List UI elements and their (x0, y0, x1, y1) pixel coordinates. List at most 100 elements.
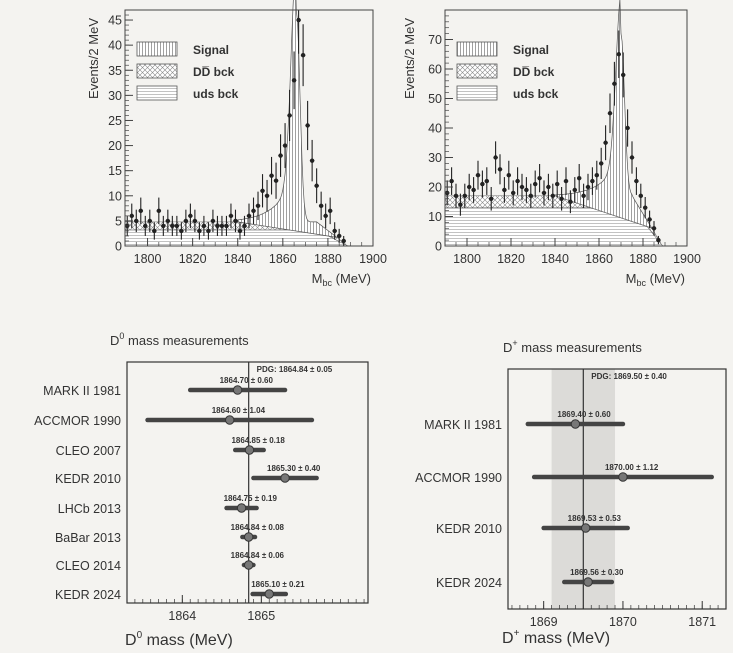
data-point (260, 188, 265, 193)
data-point (471, 187, 476, 193)
measurement-point (244, 445, 255, 455)
data-point (590, 178, 595, 184)
data-point (511, 190, 516, 196)
x-tick-label: 1865 (247, 609, 275, 623)
experiment-label: CLEO 2007 (56, 444, 121, 458)
data-point (188, 213, 193, 219)
experiment-label: MARK II 1981 (424, 418, 502, 432)
data-point (475, 173, 481, 178)
x-tick-label: 1870 (609, 615, 637, 629)
data-point (603, 140, 608, 145)
experiment-label: LHCb 2013 (58, 502, 121, 516)
x-tick-label: 1880 (314, 252, 342, 266)
measurement-value-label: 1865.30 ± 0.40 (267, 464, 321, 473)
legend-label: uds bck (513, 87, 559, 101)
data-point (581, 193, 586, 199)
x-axis-label-d: D (125, 632, 137, 649)
data-point (546, 184, 551, 190)
data-point (219, 223, 225, 229)
data-point (278, 153, 283, 158)
data-point (228, 213, 234, 219)
signal-area (237, 0, 339, 238)
measurement-point (243, 532, 254, 542)
data-point (233, 218, 238, 224)
data-point (568, 199, 573, 204)
y-tick-label: 35 (108, 64, 122, 78)
pdg-label: PDG: 1864.84 ± 0.05 (257, 365, 333, 374)
y-tick-label: 70 (428, 33, 442, 47)
data-point (242, 223, 247, 229)
data-point (237, 228, 243, 234)
y-tick-label: 5 (115, 214, 122, 228)
data-point (612, 81, 617, 86)
experiment-label: KEDR 2024 (436, 576, 502, 590)
measurement-value-label: 1865.10 ± 0.21 (251, 580, 305, 589)
legend-swatch (456, 85, 498, 101)
data-point (506, 173, 511, 178)
x-axis-label-sup: + (514, 628, 520, 639)
data-point (629, 155, 635, 160)
data-point (585, 184, 591, 190)
data-point (210, 218, 216, 224)
data-point (134, 218, 139, 224)
data-point (147, 218, 152, 224)
data-point (651, 226, 657, 231)
data-point (621, 72, 626, 78)
data-point (550, 193, 555, 199)
measurement-value-label: 1864.70 ± 0.60 (220, 376, 274, 385)
data-point (305, 123, 310, 128)
data-point (638, 193, 643, 199)
legend-swatch (136, 85, 178, 101)
data-point (179, 228, 184, 234)
measurement-point (236, 503, 247, 513)
x-tick-label: 1800 (453, 252, 481, 266)
y-tick-label: 20 (108, 139, 122, 153)
data-point (572, 187, 577, 193)
measurement-value-label: 1864.84 ± 0.08 (231, 523, 285, 532)
data-point (314, 183, 319, 188)
y-tick-label: 20 (428, 181, 442, 195)
x-axis-label: Mbc (MeV) (626, 271, 685, 288)
experiment-label: MARK II 1981 (43, 384, 121, 398)
measurement-point (243, 560, 254, 570)
measurement-value-label: 1870.00 ± 1.12 (605, 463, 659, 472)
data-point (497, 167, 503, 172)
data-point (493, 155, 498, 160)
data-point (489, 196, 494, 201)
data-point (594, 173, 599, 178)
panel-title: D0 mass measurements (110, 331, 249, 348)
data-point (255, 203, 261, 209)
y-tick-label: 60 (428, 63, 442, 77)
data-point (453, 193, 459, 199)
d0-spectrum-panel: 0 5 10 15 20 25 30 35 40 45 1800 1820 1840 1860 1880 19… (86, 0, 387, 288)
data-point (458, 202, 463, 207)
x-tick-label: 1860 (585, 252, 613, 266)
data-point (327, 208, 333, 214)
plot-frame (507, 368, 727, 610)
measurement-point (264, 589, 274, 599)
data-point (341, 238, 346, 244)
x-tick-label: 1900 (359, 252, 387, 266)
data-point (246, 213, 252, 219)
x-axis-label: Mbc (MeV) (312, 271, 371, 288)
legend-label: DD̅ bck (513, 65, 555, 79)
panel-title-d: D (503, 340, 512, 355)
legend-swatch (136, 41, 178, 57)
data-point (165, 218, 171, 224)
y-tick-label: 40 (108, 39, 122, 53)
data-point (318, 203, 324, 209)
y-axis-label: Events/2 MeV (86, 18, 101, 99)
data-point (138, 208, 143, 214)
data-point (599, 161, 604, 166)
signal-area (554, 0, 653, 229)
data-point (143, 223, 148, 229)
x-tick-label: 1840 (541, 252, 569, 266)
x-axis-label-unit: (MeV) (332, 271, 371, 286)
x-axis-label-main: M (312, 271, 323, 286)
y-tick-label: 30 (428, 151, 442, 165)
y-tick-label: 40 (428, 122, 442, 136)
legend-label: Signal (513, 43, 549, 57)
data-point (332, 228, 337, 234)
measurement-value-label: 1869.53 ± 0.53 (568, 514, 622, 523)
measurement-value-label: 1864.60 ± 1.04 (212, 406, 266, 415)
